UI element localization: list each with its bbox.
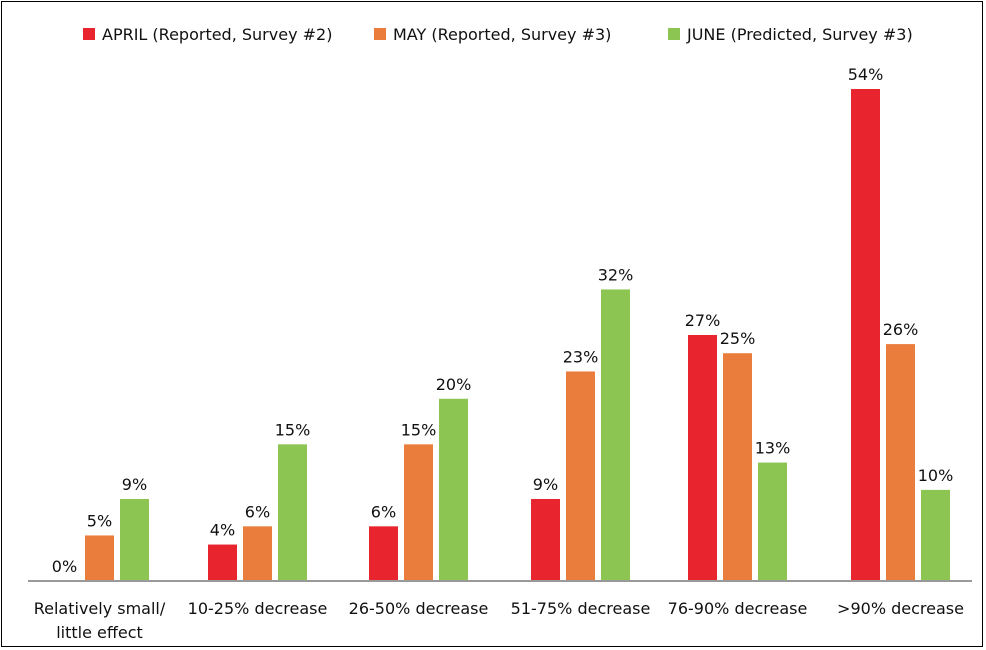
legend-label: JUNE (Predicted, Survey #3) xyxy=(686,25,913,44)
data-label: 27% xyxy=(685,311,721,330)
category-label: 26-50% decrease xyxy=(349,599,489,618)
bar xyxy=(688,335,717,581)
bar xyxy=(566,371,595,581)
data-label: 15% xyxy=(401,420,437,439)
data-label: 10% xyxy=(918,466,954,485)
bar xyxy=(723,353,752,581)
data-label: 6% xyxy=(245,502,270,521)
data-label: 15% xyxy=(275,420,311,439)
bar xyxy=(758,462,787,581)
category-label: 76-90% decrease xyxy=(668,599,808,618)
legend: APRIL (Reported, Survey #2) MAY (Reported… xyxy=(83,25,913,44)
data-label: 23% xyxy=(563,347,599,366)
category-label: 51-75% decrease xyxy=(511,599,651,618)
legend-label: MAY (Reported, Survey #3) xyxy=(393,25,611,44)
category-label: Relatively small/ xyxy=(34,599,166,618)
data-label: 54% xyxy=(848,65,884,84)
category-label: little effect xyxy=(56,623,143,642)
legend-swatch xyxy=(83,28,95,40)
bar xyxy=(243,526,272,581)
data-label: 32% xyxy=(598,265,634,284)
legend-swatch xyxy=(668,28,680,40)
value-labels: 0% 4% 6% 9% 27% 54% 5% 6% 15% 23% 25% 26% 9% 15% 20% 32… xyxy=(52,65,953,576)
category-label: 10-25% decrease xyxy=(188,599,328,618)
bar xyxy=(120,499,149,581)
bar xyxy=(601,289,630,581)
category-label: >90% decrease xyxy=(837,599,964,618)
bars xyxy=(85,89,950,581)
bar xyxy=(439,398,468,581)
data-label: 6% xyxy=(371,502,396,521)
bar xyxy=(921,489,950,581)
legend-swatch xyxy=(374,28,386,40)
data-label: 9% xyxy=(122,475,147,494)
legend-label: APRIL (Reported, Survey #2) xyxy=(102,25,332,44)
data-label: 0% xyxy=(52,557,77,576)
bar xyxy=(85,535,114,581)
bar xyxy=(208,544,237,581)
data-label: 26% xyxy=(883,320,919,339)
data-label: 13% xyxy=(755,439,791,458)
bar xyxy=(278,444,307,581)
data-label: 4% xyxy=(210,521,235,540)
data-label: 5% xyxy=(87,511,112,530)
bar xyxy=(369,526,398,581)
data-label: 25% xyxy=(720,329,756,348)
bar xyxy=(531,499,560,581)
bar xyxy=(886,344,915,581)
data-label: 20% xyxy=(436,375,472,394)
category-labels: Relatively small/little effect 10-25% dec… xyxy=(34,599,964,642)
bar xyxy=(851,89,880,581)
bar xyxy=(404,444,433,581)
data-label: 9% xyxy=(533,475,558,494)
